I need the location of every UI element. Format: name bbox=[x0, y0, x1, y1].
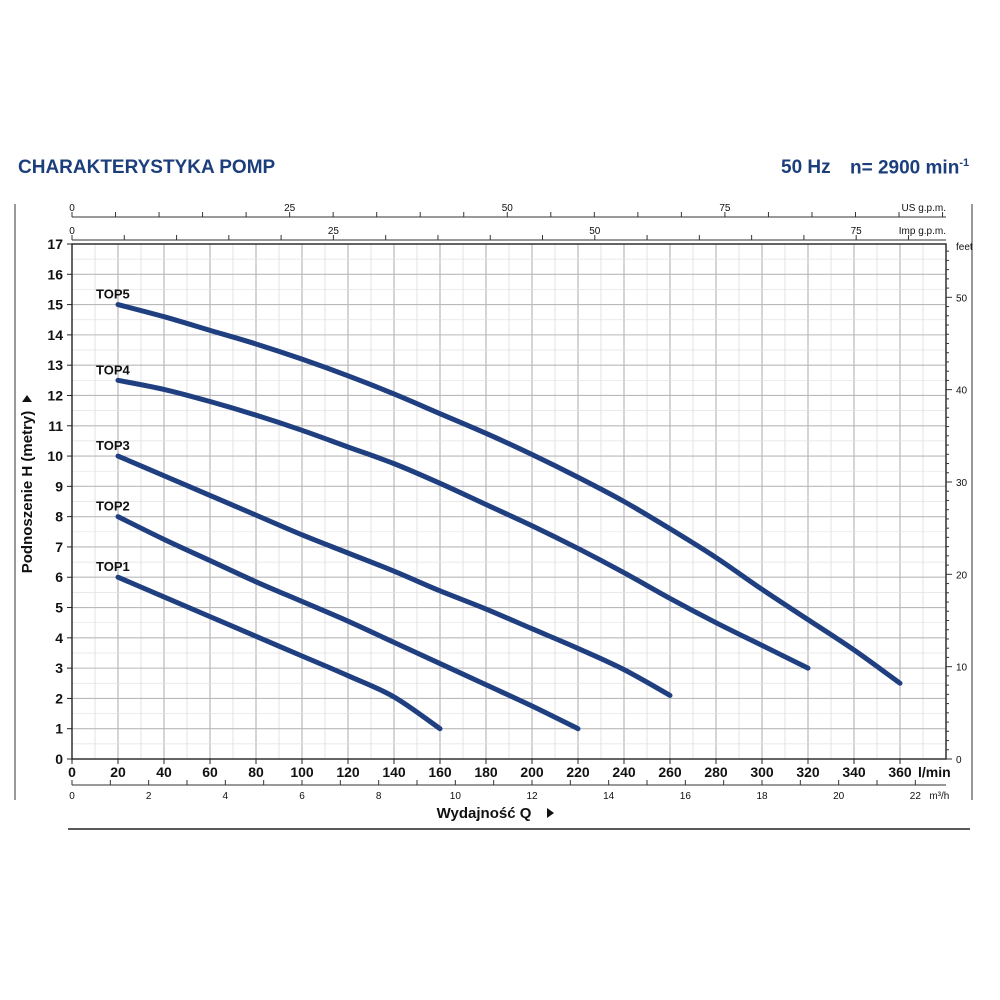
x-tick-label: 340 bbox=[842, 764, 866, 780]
m3h-label: 8 bbox=[376, 791, 382, 802]
y-tick-label: 3 bbox=[55, 660, 63, 676]
y-tick-label: 9 bbox=[55, 478, 63, 494]
curve-label-top3: TOP3 bbox=[96, 438, 130, 453]
pump-curves bbox=[115, 302, 903, 732]
m3h-label: 4 bbox=[223, 791, 229, 802]
speed-label: n= 2900 min-1 bbox=[850, 157, 969, 179]
m3h-label: 10 bbox=[450, 791, 462, 802]
x-tick-label: 280 bbox=[704, 764, 728, 780]
x-tick-label: 0 bbox=[68, 764, 76, 780]
plot-frame bbox=[71, 243, 947, 760]
y-tick-label: 12 bbox=[47, 387, 63, 403]
grid-lines bbox=[72, 244, 946, 759]
feet-label: 0 bbox=[956, 755, 962, 766]
y-tick-label: 11 bbox=[48, 418, 63, 434]
x-axis-title: Wydajność Q bbox=[437, 805, 532, 822]
feet-unit: feet bbox=[956, 242, 973, 253]
y-tick-label: 14 bbox=[47, 327, 63, 343]
imp-gpm-label: 50 bbox=[589, 226, 601, 237]
y-tick-label: 1 bbox=[55, 721, 63, 737]
y-tick-label: 8 bbox=[55, 509, 63, 525]
feet-label: 40 bbox=[956, 386, 968, 397]
feet-label: 10 bbox=[956, 663, 968, 674]
m3h-label: 16 bbox=[680, 791, 692, 802]
us-gpm-label: 25 bbox=[284, 203, 296, 214]
y-tick-label: 7 bbox=[55, 539, 63, 555]
x-tick-label: 200 bbox=[520, 764, 544, 780]
y-tick-label: 10 bbox=[47, 448, 63, 464]
y-axis-arrow bbox=[22, 395, 32, 402]
x-tick-label: 100 bbox=[290, 764, 314, 780]
m3h-label: 22 bbox=[910, 791, 922, 802]
curve-top4 bbox=[115, 377, 811, 671]
curve-top3 bbox=[115, 453, 673, 698]
y-tick-label: 2 bbox=[55, 690, 63, 706]
x-tick-label: 160 bbox=[428, 764, 452, 780]
y-tick-label: 15 bbox=[47, 297, 63, 313]
imp-gpm-label: 75 bbox=[851, 226, 863, 237]
x-tick-label: 220 bbox=[566, 764, 590, 780]
us-gpm-unit: US g.p.m. bbox=[902, 203, 946, 214]
chart-title: CHARAKTERYSTYKA POMP bbox=[18, 157, 276, 178]
us-gpm-label: 75 bbox=[719, 203, 731, 214]
y-tick-label: 0 bbox=[55, 751, 63, 767]
curve-label-top2: TOP2 bbox=[96, 499, 130, 514]
m3h-label: 20 bbox=[833, 791, 845, 802]
y-tick-label: 6 bbox=[55, 569, 63, 585]
x-tick-label: 320 bbox=[796, 764, 820, 780]
feet-label: 20 bbox=[956, 570, 968, 581]
m3h-label: 2 bbox=[146, 791, 152, 802]
feet-label: 30 bbox=[956, 478, 968, 489]
m3h-label: 18 bbox=[756, 791, 768, 802]
x-tick-label: 80 bbox=[248, 764, 264, 780]
m3h-label: 14 bbox=[603, 791, 615, 802]
x-tick-label: 140 bbox=[382, 764, 406, 780]
x-tick-label: 300 bbox=[750, 764, 774, 780]
y-axis-title: Podnoszenie H (metry) bbox=[19, 411, 36, 574]
m3h-unit: m³/h bbox=[929, 791, 949, 802]
feet-label: 50 bbox=[956, 293, 968, 304]
x-tick-label: 40 bbox=[156, 764, 172, 780]
speed-exponent: -1 bbox=[959, 157, 970, 169]
x-unit-label: l/min bbox=[918, 764, 951, 780]
x-tick-label: 20 bbox=[110, 764, 126, 780]
y-tick-label: 17 bbox=[47, 236, 63, 252]
curve-top5 bbox=[115, 302, 903, 686]
y-tick-label: 13 bbox=[47, 357, 63, 373]
x-tick-label: 120 bbox=[336, 764, 360, 780]
x-tick-label: 60 bbox=[202, 764, 218, 780]
m3h-label: 12 bbox=[526, 791, 538, 802]
x-tick-label: 260 bbox=[658, 764, 682, 780]
imp-gpm-unit: Imp g.p.m. bbox=[899, 226, 946, 237]
curve-top2 bbox=[115, 514, 581, 732]
y-tick-label: 5 bbox=[55, 600, 63, 616]
us-gpm-label: 0 bbox=[69, 203, 75, 214]
curve-label-top4: TOP4 bbox=[96, 362, 130, 377]
m3h-label: 0 bbox=[69, 791, 75, 802]
curve-top1 bbox=[115, 574, 443, 732]
frequency-label: 50 Hz bbox=[781, 157, 831, 178]
y-tick-label: 4 bbox=[55, 630, 63, 646]
x-tick-label: 240 bbox=[612, 764, 636, 780]
y-tick-label: 16 bbox=[47, 266, 63, 282]
imp-gpm-label: 0 bbox=[69, 226, 75, 237]
curve-label-top1: TOP1 bbox=[96, 559, 130, 574]
speed-text: n= 2900 min bbox=[850, 157, 960, 179]
x-axis-arrow bbox=[547, 808, 554, 818]
curve-label-top5: TOP5 bbox=[96, 287, 130, 302]
m3h-label: 6 bbox=[299, 791, 305, 802]
us-gpm-label: 50 bbox=[502, 203, 514, 214]
imp-gpm-label: 25 bbox=[328, 226, 340, 237]
x-tick-label: 180 bbox=[474, 764, 498, 780]
x-tick-label: 360 bbox=[888, 764, 912, 780]
